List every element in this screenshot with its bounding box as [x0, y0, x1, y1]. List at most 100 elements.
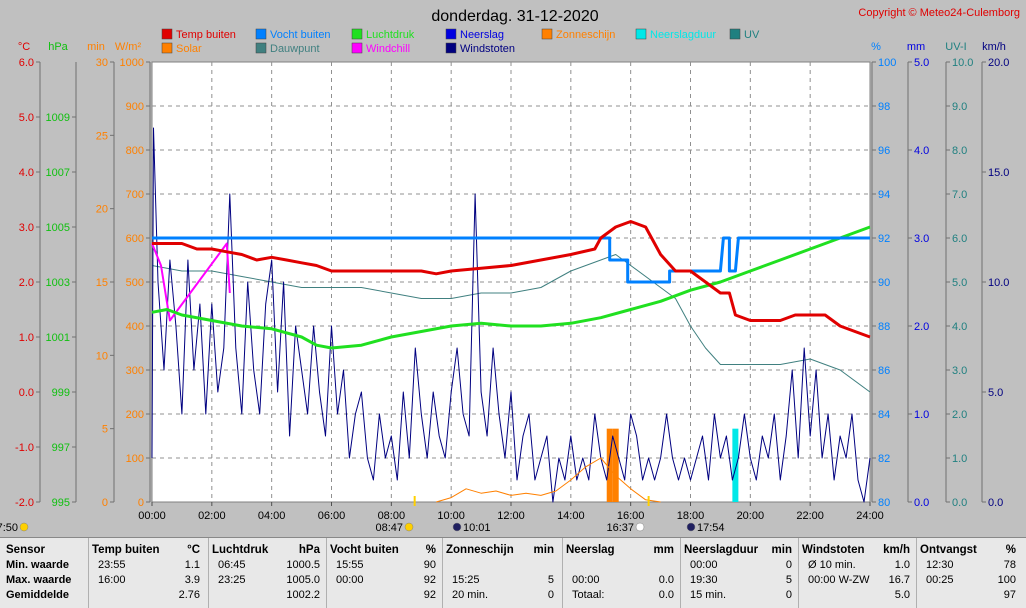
copyright: Copyright © Meteo24-Culemborg — [858, 7, 1020, 19]
column-separator — [798, 538, 799, 608]
column-header: Luchtdruk — [212, 544, 269, 556]
series-luchtdruk — [151, 225, 871, 350]
sunset-icon — [635, 522, 645, 532]
min-unit-label: min — [87, 41, 105, 53]
moon-icon — [452, 522, 462, 532]
hum-tick-label: 80 — [878, 497, 890, 509]
uv-unit-label: UV-I — [945, 41, 966, 53]
legend-swatch — [635, 28, 647, 40]
line-series — [151, 127, 871, 503]
mm-tick-label: 2.0 — [914, 321, 929, 333]
min-tick-label: 25 — [96, 130, 108, 142]
press-tick-label: 1009 — [46, 112, 70, 124]
column-header: Ontvangst — [920, 544, 977, 556]
x-axis-ticks: 00:00 02:00 04:00 06:00 08:00 10:00 12:00 14:00… — [138, 502, 884, 522]
solar-tick-label: 800 — [126, 145, 144, 157]
cell-value: 2.76 — [178, 589, 200, 601]
mm-tick-label: 0.0 — [914, 497, 929, 509]
column-unit: °C — [187, 544, 200, 556]
table-column-neerslag: Neerslag mm 00:00 0.0 Totaal: 0.0 — [566, 538, 678, 608]
hum-tick-label: 82 — [878, 453, 890, 465]
uv-tick-label: 10.0 — [952, 57, 973, 69]
temp-tick-label: 4.0 — [19, 167, 34, 179]
table-column-luchtdruk: Luchtdruk hPa 06:45 1000.5 23:25 1005.0 1002.2 — [212, 538, 324, 608]
cell-value: 16.7 — [888, 574, 910, 586]
axis-units: °C hPa min W/m²% mm UV-I km/h — [18, 41, 1006, 53]
mm-tick-label: 5.0 — [914, 57, 929, 69]
uv-tick-label: 2.0 — [952, 409, 967, 421]
hum-tick-label: 98 — [878, 101, 890, 113]
cell-value: 0 — [785, 589, 792, 601]
x-tick-label: 16:00 — [617, 510, 645, 522]
legend-label: Luchtdruk — [366, 29, 415, 41]
temp-unit-label: °C — [18, 41, 30, 53]
cell-value: 92 — [423, 589, 436, 601]
legend-swatch — [351, 28, 363, 40]
x-tick-label: 04:00 — [258, 510, 286, 522]
time-marker-sun: 08:47 — [375, 522, 403, 534]
time-marker-moon: 10:01 — [463, 522, 491, 534]
cell-time: 00:25 — [926, 574, 954, 586]
column-header: Neerslagduur — [684, 544, 759, 556]
bar-series — [606, 428, 739, 502]
cell-time: 06:45 — [218, 559, 246, 571]
solar-tick-label: 0 — [138, 497, 144, 509]
time-marker-sunrise: 07:50 — [0, 522, 18, 534]
press-tick-label: 997 — [52, 442, 70, 454]
cell-time: 15:55 — [336, 559, 364, 571]
cell-value: 3.9 — [184, 574, 200, 586]
legend-swatch — [729, 28, 741, 40]
column-separator — [88, 538, 89, 608]
uv-tick-label: 1.0 — [952, 453, 967, 465]
x-tick-label: 18:00 — [677, 510, 705, 522]
min-tick-label: 15 — [96, 277, 108, 289]
row-label: Min. waarde — [6, 559, 69, 571]
table-column-ontvangst: Ontvangst% 12:30 78 00:25 100 97 — [920, 538, 1020, 608]
legend-label: Solar — [176, 43, 202, 55]
mm-unit-label: mm — [907, 41, 925, 53]
column-unit: mm — [653, 544, 674, 556]
cell-time: 15 min. — [690, 589, 727, 601]
cell-time: 15:25 — [452, 574, 480, 586]
column-header: Zonneschijn — [446, 544, 514, 556]
cell-value: 100 — [997, 574, 1016, 586]
cell-value: 97 — [1003, 589, 1016, 601]
hum-tick-label: 96 — [878, 145, 890, 157]
legend-swatch — [541, 28, 553, 40]
cell-time: 12:30 — [926, 559, 954, 571]
legend-swatch — [351, 42, 363, 54]
cell-value: 90 — [423, 559, 436, 571]
column-separator — [562, 538, 563, 608]
cell-value: 5 — [547, 574, 554, 586]
hum-tick-label: 86 — [878, 365, 890, 377]
x-tick-label: 06:00 — [318, 510, 346, 522]
min-tick-label: 5 — [102, 424, 108, 436]
series-windstoten — [151, 127, 871, 503]
time-marker-sunset: 16:37 — [606, 522, 634, 534]
press-tick-label: 1007 — [46, 167, 70, 179]
cell-value: 1002.2 — [286, 589, 320, 601]
uv-tick-label: 5.0 — [952, 277, 967, 289]
legend-swatch — [255, 42, 267, 54]
sun-icon — [404, 522, 414, 532]
temp-tick-label: 5.0 — [19, 112, 34, 124]
x-tick-label: 10:00 — [437, 510, 465, 522]
legend-label: Temp buiten — [176, 29, 236, 41]
x-tick-label: 14:00 — [557, 510, 585, 522]
press-tick-label: 1003 — [46, 277, 70, 289]
moon-icon — [686, 522, 696, 532]
x-tick-label: 20:00 — [737, 510, 765, 522]
column-unit: min — [771, 544, 792, 556]
column-header: Sensor — [6, 544, 45, 556]
cell-value: 78 — [1003, 559, 1016, 571]
cell-time: 23:55 — [98, 559, 126, 571]
hum-tick-label: 90 — [878, 277, 890, 289]
series-windchill — [151, 242, 231, 322]
x-tick-label: 02:00 — [198, 510, 226, 522]
cell-time: 23:25 — [218, 574, 246, 586]
legend-label: Dauwpunt — [270, 43, 320, 55]
table-column-vocht-buiten: Vocht buiten% 15:55 90 00:00 92 92 — [330, 538, 440, 608]
cell-value: 1.1 — [184, 559, 200, 571]
bar-zonneschijn — [612, 428, 619, 502]
